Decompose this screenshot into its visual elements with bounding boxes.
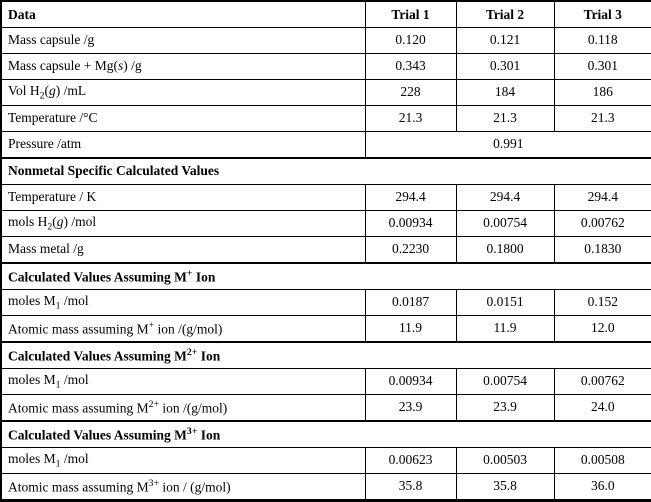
value-cell: 0.301 (455, 52, 555, 80)
value-cell: 0.00754 (455, 367, 555, 395)
value-cell: 0.00503 (455, 446, 555, 474)
value-cell: 0.120 (364, 27, 457, 54)
value-cell: 0.00762 (553, 367, 651, 395)
column-header-trial-1: Trial 1 (364, 0, 457, 28)
table-row-moles-m2-plus: moles M1 /mol 0.00934 0.00754 0.00762 (0, 367, 651, 395)
value-cell: 228 (364, 78, 457, 106)
value-cell: 294.4 (553, 183, 651, 211)
value-cell: 11.9 (455, 314, 555, 343)
table-row-mass-capsule-mg: Mass capsule + Mg(s) /g 0.343 0.301 0.30… (0, 52, 651, 80)
table-row-temperature-c: Temperature /°C 21.3 21.3 21.3 (0, 104, 651, 132)
row-label: Pressure /atm (0, 130, 366, 159)
table-row-mols-h2: mols H2(g) /mol 0.00934 0.00754 0.00762 (0, 209, 651, 237)
row-label: Atomic mass assuming M3+ ion / (g/mol) (0, 472, 366, 502)
value-cell: 35.8 (364, 472, 457, 502)
section-header: Calculated Values Assuming M2+ Ion (0, 340, 651, 369)
value-cell: 21.3 (364, 104, 457, 132)
value-cell: 36.0 (553, 472, 651, 502)
table-header-row: Data Trial 1 Trial 2 Trial 3 (0, 0, 651, 28)
value-cell: 294.4 (364, 183, 457, 211)
row-label: Mass capsule + Mg(s) /g (0, 52, 366, 80)
table-row-mass-capsule: Mass capsule /g 0.120 0.121 0.118 (0, 27, 651, 54)
value-cell: 294.4 (455, 183, 555, 211)
value-cell: 0.00934 (364, 367, 457, 395)
row-label: Temperature /°C (0, 104, 366, 132)
value-cell: 0.121 (455, 27, 555, 54)
value-cell: 23.9 (455, 393, 555, 422)
table-row-pressure: Pressure /atm 0.991 (0, 130, 651, 159)
value-cell: 0.0187 (364, 288, 457, 316)
value-cell: 0.343 (364, 52, 457, 80)
row-label: Atomic mass assuming M+ ion /(g/mol) (0, 314, 366, 343)
table-row-vol-h2: Vol H2(g) /mL 228 184 186 (0, 78, 651, 106)
row-label: moles M1 /mol (0, 288, 366, 316)
column-header-trial-2: Trial 2 (455, 0, 555, 28)
row-label: mols H2(g) /mol (0, 209, 366, 237)
section-header: Nonmetal Specific Calculated Values (0, 156, 651, 185)
value-cell: 0.1800 (455, 235, 555, 264)
value-cell: 186 (553, 78, 651, 106)
table-row-atomic-mass-m3-plus: Atomic mass assuming M3+ ion / (g/mol) 3… (0, 472, 651, 502)
value-cell: 24.0 (553, 393, 651, 422)
value-cell: 184 (455, 78, 555, 106)
value-cell: 11.9 (364, 314, 457, 343)
row-label: moles M1 /mol (0, 367, 366, 395)
table-row-mass-metal: Mass metal /g 0.2230 0.1800 0.1830 (0, 235, 651, 264)
value-cell: 0.1830 (553, 235, 651, 264)
value-cell: 0.0151 (455, 288, 555, 316)
table-row-moles-m3-plus: moles M1 /mol 0.00623 0.00503 0.00508 (0, 446, 651, 474)
value-cell: 21.3 (553, 104, 651, 132)
row-label: Mass metal /g (0, 235, 366, 264)
row-label: Mass capsule /g (0, 27, 366, 54)
table-row-moles-m-plus: moles M1 /mol 0.0187 0.0151 0.152 (0, 288, 651, 316)
value-cell: 35.8 (455, 472, 555, 502)
row-label: Vol H2(g) /mL (0, 78, 366, 106)
value-cell: 0.152 (553, 288, 651, 316)
value-cell: 21.3 (455, 104, 555, 132)
section-header: Calculated Values Assuming M+ Ion (0, 261, 651, 290)
value-cell: 23.9 (364, 393, 457, 422)
column-header-data: Data (0, 0, 366, 28)
merged-value-cell: 0.991 (364, 130, 651, 159)
value-cell: 0.2230 (364, 235, 457, 264)
table-row-atomic-mass-m-plus: Atomic mass assuming M+ ion /(g/mol) 11.… (0, 314, 651, 343)
section-row-m2-ion: Calculated Values Assuming M2+ Ion (0, 340, 651, 369)
section-row-m3-ion: Calculated Values Assuming M3+ Ion (0, 419, 651, 448)
value-cell: 0.301 (553, 52, 651, 80)
section-row-m1-ion: Calculated Values Assuming M+ Ion (0, 261, 651, 290)
value-cell: 0.00754 (455, 209, 555, 237)
section-header: Calculated Values Assuming M3+ Ion (0, 419, 651, 448)
table-row-temperature-k: Temperature / K 294.4 294.4 294.4 (0, 183, 651, 211)
value-cell: 0.00623 (364, 446, 457, 474)
value-cell: 12.0 (553, 314, 651, 343)
row-label: Temperature / K (0, 183, 366, 211)
section-row-nonmetal: Nonmetal Specific Calculated Values (0, 156, 651, 185)
value-cell: 0.00508 (553, 446, 651, 474)
row-label: Atomic mass assuming M2+ ion /(g/mol) (0, 393, 366, 422)
value-cell: 0.00762 (553, 209, 651, 237)
column-header-trial-3: Trial 3 (553, 0, 651, 28)
table-row-atomic-mass-m2-plus: Atomic mass assuming M2+ ion /(g/mol) 23… (0, 393, 651, 422)
row-label: moles M1 /mol (0, 446, 366, 474)
value-cell: 0.118 (553, 27, 651, 54)
value-cell: 0.00934 (364, 209, 457, 237)
